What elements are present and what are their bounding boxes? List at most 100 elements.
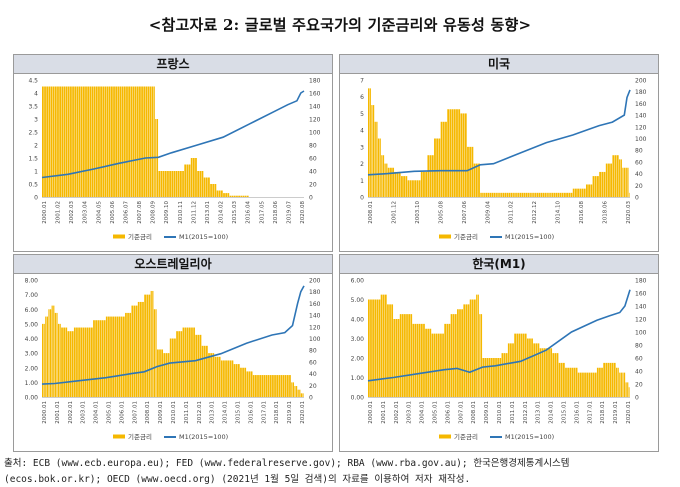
x-tick-label: 2019.07 xyxy=(286,201,292,224)
rate-bar xyxy=(186,164,189,197)
rate-bar xyxy=(208,353,210,397)
rate-bar xyxy=(501,192,503,197)
rate-bar xyxy=(554,353,557,397)
rate-bar xyxy=(54,86,57,197)
rate-bar xyxy=(533,343,536,397)
rate-bar xyxy=(225,193,228,197)
y-right-tick-label: 160 xyxy=(635,291,647,298)
y-left-tick-label: 6.00 xyxy=(351,278,365,285)
rate-bar xyxy=(50,86,53,197)
rate-bar xyxy=(65,327,68,397)
rate-bar xyxy=(605,163,608,197)
rate-bar xyxy=(408,314,410,397)
rate-bar xyxy=(475,163,478,197)
rate-bar xyxy=(403,176,406,197)
rate-bar xyxy=(160,171,163,197)
rate-bar xyxy=(518,192,520,197)
rate-bar xyxy=(521,192,524,197)
rate-bar xyxy=(625,167,627,197)
rate-bar xyxy=(214,184,217,197)
x-tick-label: 2010.01 xyxy=(497,401,503,424)
rate-bar xyxy=(282,375,285,397)
rate-bar xyxy=(136,86,139,197)
rate-bar xyxy=(169,171,171,197)
x-tick-label: 2011.01 xyxy=(510,401,516,424)
rate-bar xyxy=(101,320,104,397)
rate-bar xyxy=(374,299,377,397)
chart-title: 한국(M1) xyxy=(340,255,658,274)
rate-bar xyxy=(167,353,170,397)
y-left-tick-label: 2.00 xyxy=(351,356,365,363)
legend-bar-swatch xyxy=(113,234,125,239)
rate-bar xyxy=(407,180,410,197)
x-tick-label: 2007.01 xyxy=(458,401,464,424)
rate-bar xyxy=(467,304,470,397)
rate-bar xyxy=(537,343,540,397)
rate-bar xyxy=(127,312,129,397)
y-right-tick-label: 100 xyxy=(309,130,321,137)
rate-bar xyxy=(292,382,295,397)
rate-bar xyxy=(617,367,619,397)
rate-bar xyxy=(581,188,584,197)
rate-bar xyxy=(85,86,87,197)
x-tick-label: 2004.01 xyxy=(94,401,100,424)
rate-bar xyxy=(561,192,564,197)
rate-bar xyxy=(603,362,606,397)
y-left-tick-label: 1.5 xyxy=(28,156,38,163)
rate-bar xyxy=(52,86,55,197)
y-right-tick-label: 180 xyxy=(635,278,647,285)
rate-bar xyxy=(242,367,244,397)
x-tick-label: 2001.02 xyxy=(56,201,62,224)
rate-bar xyxy=(302,393,304,397)
m1-line xyxy=(41,90,305,179)
y-left-tick-label: 3 xyxy=(34,117,38,124)
rate-bar xyxy=(255,375,257,397)
rate-bar xyxy=(404,314,406,397)
rate-bar xyxy=(149,86,152,197)
y-right-tick-label: 80 xyxy=(635,343,643,350)
rate-bar xyxy=(210,353,213,397)
rate-bar xyxy=(516,192,518,197)
rate-bar xyxy=(405,176,408,197)
rate-bar xyxy=(148,294,151,397)
x-tick-label: 2018.01 xyxy=(274,401,280,424)
y-left-tick-label: 3.00 xyxy=(25,351,39,358)
rate-bar xyxy=(504,192,507,197)
rate-bar xyxy=(429,155,432,197)
x-tick-label: 2016.08 xyxy=(579,201,585,224)
y-right-tick-label: 120 xyxy=(309,324,321,331)
rate-bar xyxy=(575,367,578,397)
rate-bar xyxy=(212,353,215,397)
rate-bar xyxy=(622,167,624,197)
y-right-tick-label: 180 xyxy=(309,289,321,296)
rate-bar xyxy=(628,387,630,397)
rate-bar xyxy=(550,348,553,397)
chart-panel-usa: 미국 0 1 2 3 4 5 6 7 0 20 40 60 80 100 120 140 160 180 200 20… xyxy=(339,54,659,252)
y-left-tick-label: 0 xyxy=(360,195,364,202)
y-left-tick-label: 1.00 xyxy=(25,380,39,387)
rate-bar xyxy=(63,327,66,397)
x-tick-label: 2011.12 xyxy=(191,201,197,224)
rate-bar xyxy=(558,362,561,397)
rate-bar xyxy=(78,327,80,397)
rate-bar xyxy=(229,360,232,397)
y-right-tick-label: 180 xyxy=(635,89,647,96)
rate-bar xyxy=(596,367,599,397)
y-left-tick-label: 7 xyxy=(360,78,364,85)
legend-bar-swatch xyxy=(113,434,125,439)
x-tick-label: 2004.01 xyxy=(420,401,426,424)
rate-bar xyxy=(442,121,445,197)
x-tick-label: 2016.01 xyxy=(248,401,254,424)
rate-bar xyxy=(130,86,133,197)
rate-bar xyxy=(499,192,501,197)
y-right-tick-label: 200 xyxy=(635,78,647,85)
rate-bar xyxy=(479,314,481,397)
x-tick-label: 2018.06 xyxy=(273,201,279,224)
x-tick-label: 2002.01 xyxy=(394,401,400,424)
legend-line-label: M1(2015=100) xyxy=(179,233,228,241)
rate-bar xyxy=(583,188,586,197)
rate-bar xyxy=(97,320,100,397)
rate-bar xyxy=(607,362,610,397)
page-title: <참고자료 2: 글로벌 주요국가의 기준금리와 유동성 동향> xyxy=(148,16,532,34)
rate-bar xyxy=(418,180,421,197)
